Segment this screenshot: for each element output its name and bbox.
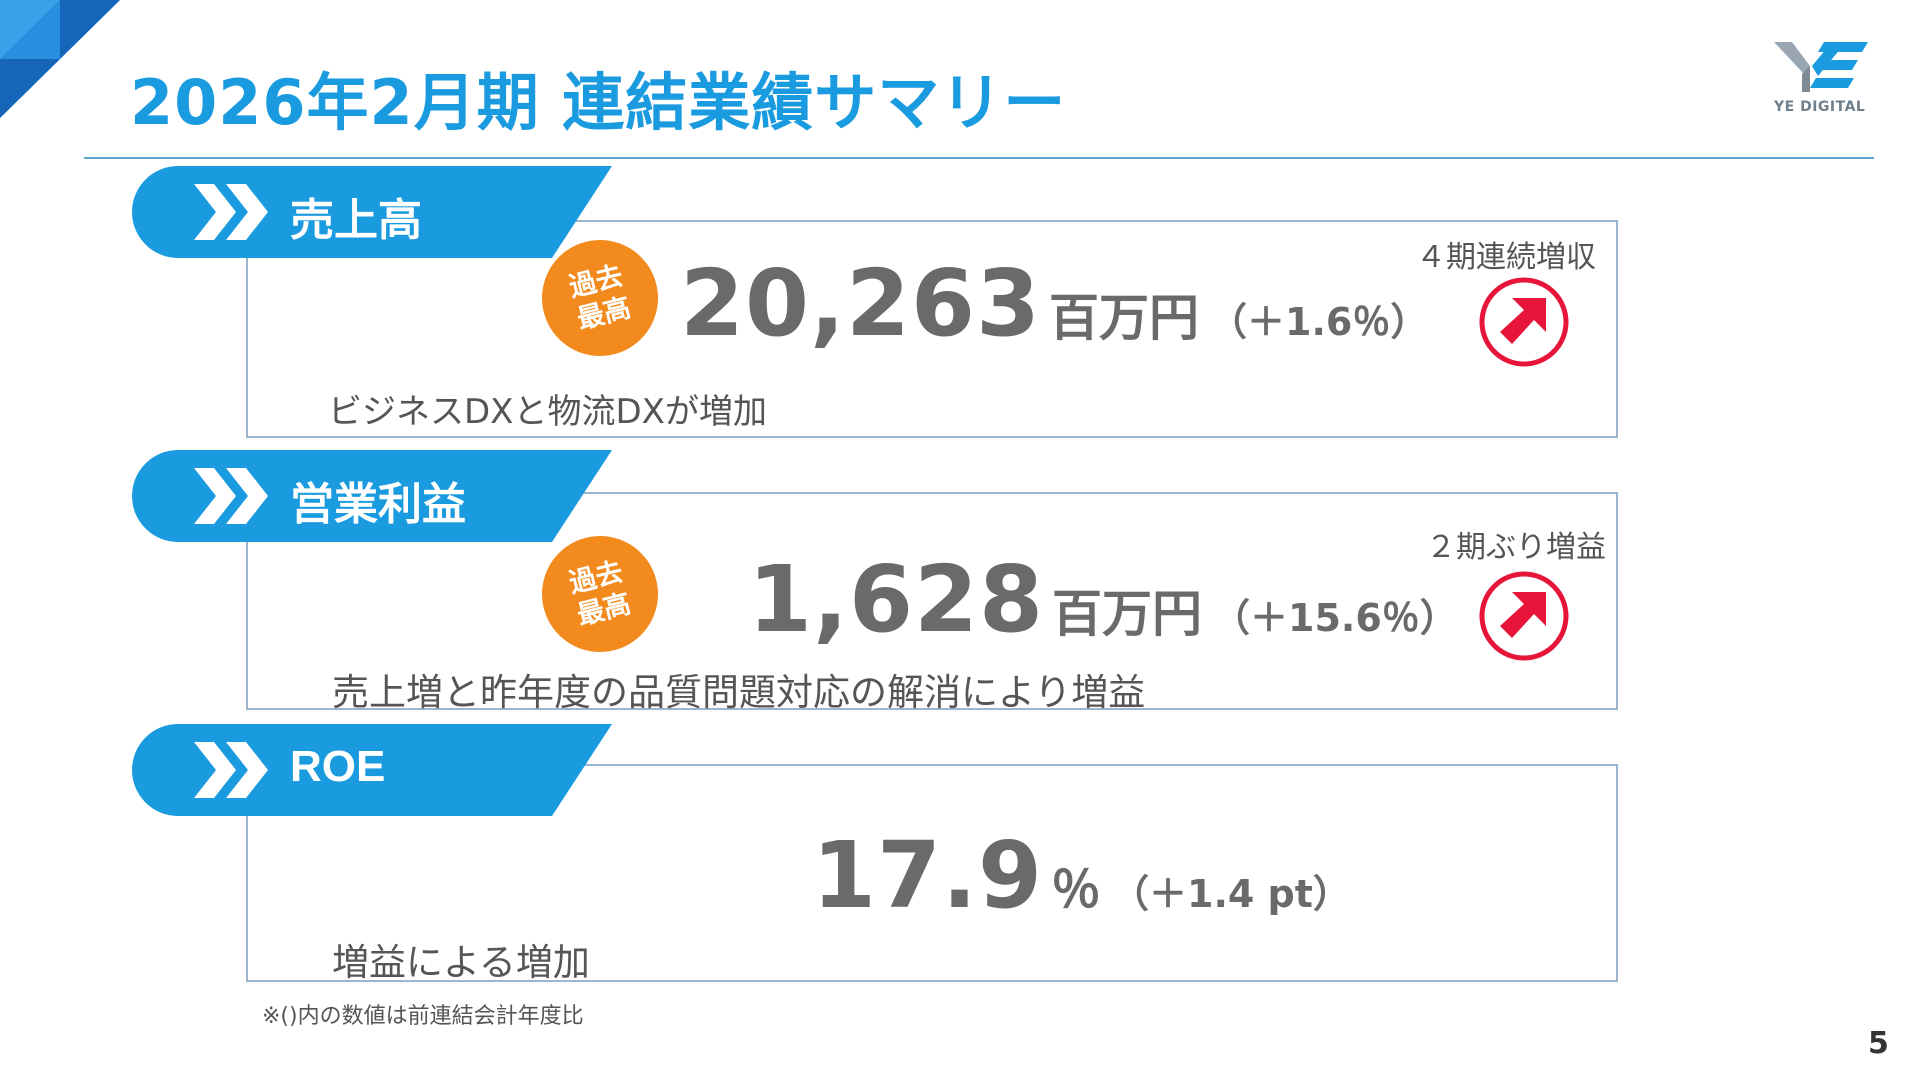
band-shape bbox=[132, 166, 612, 258]
operating-profit-unit: 百万円 bbox=[1052, 585, 1203, 643]
sales-note: ４期連続増収 bbox=[1416, 240, 1596, 275]
sales-header-band: 売上高 bbox=[132, 166, 612, 258]
up-right-arrow-icon bbox=[1479, 571, 1569, 661]
roe-label: ROE bbox=[290, 742, 386, 791]
company-logo bbox=[1774, 42, 1868, 92]
sales-kpi: 20,263 百万円 （＋1.6％） bbox=[680, 250, 1428, 357]
logo-text: YE DIGITAL bbox=[1774, 99, 1866, 115]
band-shape bbox=[132, 450, 612, 542]
footnote: ※()内の数値は前連結会計年度比 bbox=[262, 1004, 584, 1029]
roe-unit: ％ bbox=[1051, 861, 1101, 919]
roe-change: （＋1.4 pt） bbox=[1111, 872, 1351, 916]
operating-profit-header-band: 営業利益 bbox=[132, 450, 612, 542]
sales-change: （＋1.6％） bbox=[1209, 300, 1429, 344]
operating-profit-label: 営業利益 bbox=[290, 479, 466, 530]
roe-kpi: 17.9 ％（＋1.4 pt） bbox=[812, 822, 1351, 929]
sales-label: 売上高 bbox=[290, 195, 422, 246]
page-title: 2026年2月期 連結業績サマリー bbox=[130, 66, 1067, 139]
operating-profit-kpi: 1,628 百万円 （＋15.6％） bbox=[748, 546, 1458, 653]
sales-description: ビジネスDXと物流DXが増加 bbox=[328, 392, 767, 432]
band-shape bbox=[132, 724, 612, 816]
sales-value: 20,263 bbox=[680, 250, 1042, 357]
roe-value: 17.9 bbox=[812, 822, 1043, 929]
sales-unit: 百万円 bbox=[1049, 289, 1200, 347]
roe-description: 増益による増加 bbox=[332, 941, 590, 984]
up-right-arrow-icon bbox=[1479, 277, 1569, 367]
operating-profit-description: 売上増と昨年度の品質問題対応の解消により増益 bbox=[332, 671, 1146, 714]
operating-profit-change: （＋15.6％） bbox=[1212, 596, 1458, 640]
title-divider bbox=[84, 157, 1874, 159]
page-number: 5 bbox=[1868, 1026, 1889, 1061]
corner-decoration bbox=[0, 0, 120, 118]
roe-header-band: ROE bbox=[132, 724, 612, 816]
operating-profit-note: ２期ぶり増益 bbox=[1426, 530, 1606, 565]
operating-profit-value: 1,628 bbox=[748, 546, 1045, 653]
